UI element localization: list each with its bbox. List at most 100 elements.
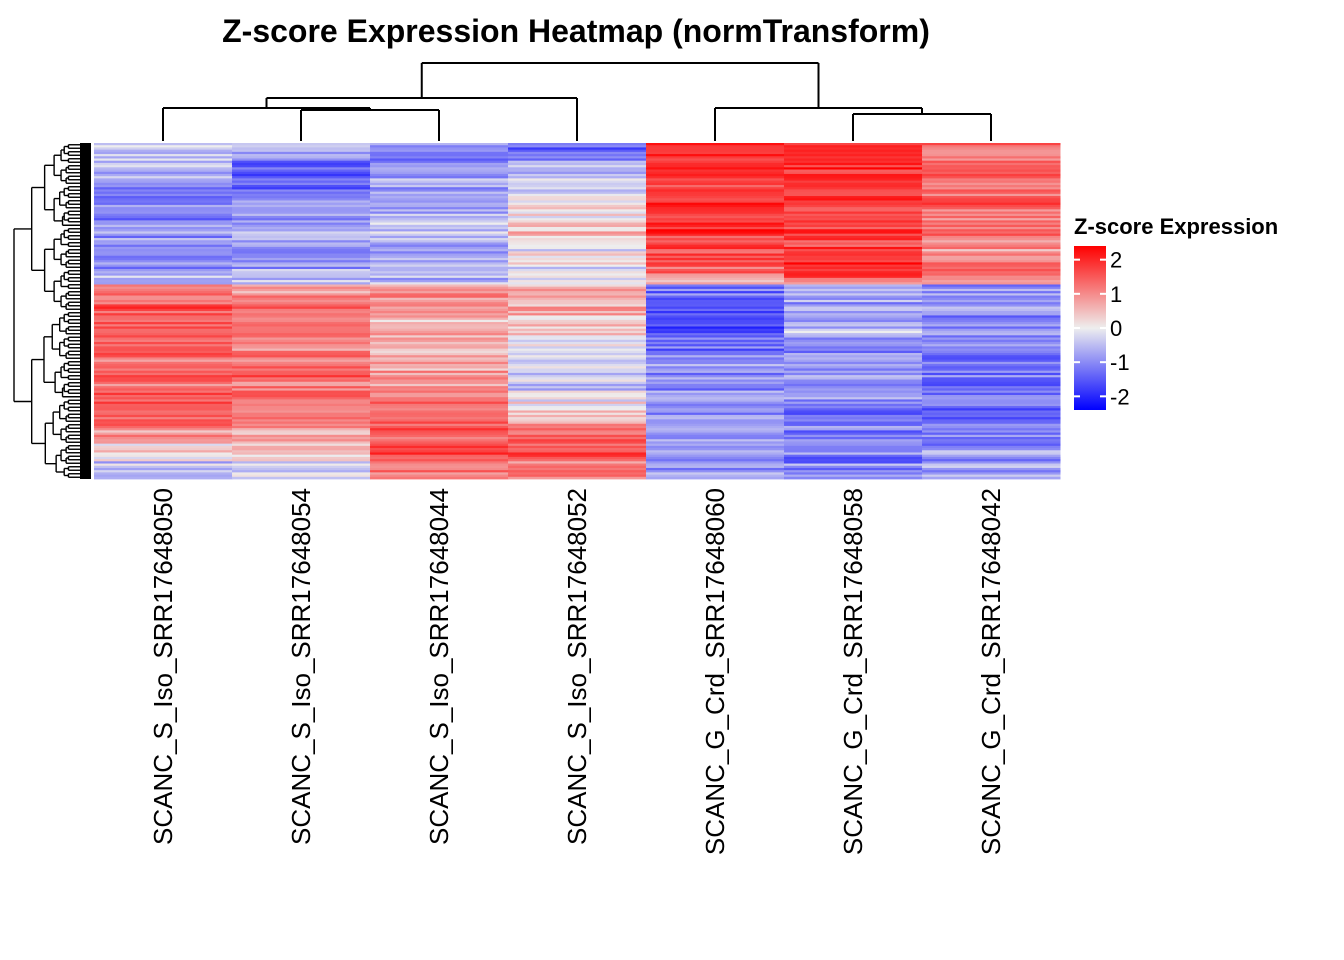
heatmap-cell: [646, 167, 785, 170]
heatmap-cell: [370, 355, 509, 358]
heatmap-cell: [922, 297, 1061, 301]
heatmap-cell: [370, 454, 509, 458]
heatmap-cell: [370, 372, 509, 376]
heatmap-cell: [508, 193, 647, 197]
column-label: SCANC_S_Iso_SRR17648044: [424, 488, 454, 845]
heatmap-cell: [784, 313, 923, 316]
heatmap-cell: [370, 147, 509, 151]
heatmap-cell: [94, 182, 233, 186]
heatmap-cell: [370, 211, 509, 215]
heatmap-cell: [370, 381, 509, 385]
heatmap-cell: [232, 227, 371, 230]
heatmap-cell: [508, 191, 647, 195]
heatmap-cell: [232, 364, 371, 367]
heatmap-cell: [508, 178, 647, 181]
heatmap-cell: [232, 350, 371, 354]
heatmap-cell: [508, 463, 647, 467]
heatmap-cell: [370, 249, 509, 252]
heatmap-cell: [646, 224, 785, 228]
heatmap-cell: [94, 209, 233, 212]
heatmap-cell: [94, 445, 233, 449]
heatmap-cell: [784, 379, 923, 383]
heatmap-cell: [508, 474, 647, 478]
heatmap-cell: [646, 196, 785, 199]
heatmap-cell: [232, 315, 371, 319]
heatmap-cell: [94, 280, 233, 283]
heatmap-cell: [508, 288, 647, 292]
row-dendrogram: [13, 144, 80, 478]
heatmap-cell: [370, 169, 509, 173]
heatmap-cell: [370, 299, 509, 303]
heatmap-cell: [370, 286, 509, 290]
heatmap-cell: [508, 470, 647, 473]
heatmap-cell: [370, 156, 509, 159]
heatmap-cell: [784, 375, 923, 378]
heatmap-cell: [508, 403, 647, 407]
heatmap-cell: [646, 158, 785, 162]
heatmap-cell: [922, 202, 1061, 206]
heatmap-cell: [94, 346, 233, 349]
heatmap-cell: [922, 200, 1061, 204]
heatmap-cell: [784, 337, 923, 341]
heatmap-cell: [922, 403, 1061, 407]
heatmap-cell: [94, 302, 233, 305]
heatmap-cell: [232, 361, 371, 365]
heatmap-cell: [508, 165, 647, 168]
heatmap-cell: [232, 162, 371, 166]
heatmap-cell: [784, 348, 923, 352]
heatmap-cell: [784, 465, 923, 469]
heatmap-cell: [94, 439, 233, 442]
heatmap-cell: [922, 381, 1061, 385]
heatmap-cell: [646, 264, 785, 268]
heatmap-cell: [94, 324, 233, 327]
heatmap-cell: [94, 229, 233, 232]
heatmap-cell: [232, 160, 371, 164]
heatmap-cell: [646, 434, 785, 438]
heatmap-cell: [370, 322, 509, 325]
heatmap-cell: [508, 366, 647, 369]
heatmap-cell: [784, 266, 923, 270]
heatmap-cell: [94, 423, 233, 427]
heatmap-cell: [370, 306, 509, 310]
heatmap-cell: [232, 383, 371, 387]
heatmap-cell: [508, 231, 647, 235]
heatmap-cell: [508, 154, 647, 157]
heatmap-cell: [784, 372, 923, 376]
heatmap-cell: [646, 399, 785, 403]
heatmap-cell: [922, 280, 1061, 283]
heatmap-cell: [784, 421, 923, 425]
heatmap-cell: [508, 189, 647, 193]
legend-tick-label: -1: [1110, 350, 1130, 375]
heatmap-cell: [784, 324, 923, 327]
heatmap-cell: [94, 271, 233, 274]
heatmap-cell: [508, 224, 647, 228]
heatmap-cell: [232, 392, 371, 396]
heatmap-cell: [922, 375, 1061, 378]
heatmap-cell: [232, 191, 371, 195]
heatmap-cell: [922, 244, 1061, 248]
heatmap-cell: [922, 282, 1061, 285]
heatmap-cell: [922, 341, 1061, 345]
heatmap-cell: [508, 220, 647, 223]
heatmap-cell: [370, 419, 509, 422]
heatmap-cell: [232, 165, 371, 168]
heatmap-cell: [508, 269, 647, 272]
heatmap-cell: [232, 377, 371, 380]
heatmap-cell: [922, 255, 1061, 259]
heatmap-cell: [646, 180, 785, 184]
heatmap-cell: [646, 231, 785, 235]
heatmap-cell: [646, 401, 785, 405]
heatmap-cell: [646, 392, 785, 396]
heatmap-cell: [646, 162, 785, 166]
heatmap-cell: [94, 339, 233, 343]
heatmap-cell: [922, 390, 1061, 394]
heatmap-cell: [646, 185, 785, 188]
heatmap-cell: [94, 461, 233, 464]
heatmap-cell: [922, 160, 1061, 164]
heatmap-cell: [646, 370, 785, 374]
heatmap-cell: [784, 452, 923, 456]
heatmap-cell: [784, 165, 923, 168]
heatmap-cell: [922, 211, 1061, 215]
heatmap-cell: [94, 328, 233, 332]
heatmap-cell: [370, 200, 509, 204]
